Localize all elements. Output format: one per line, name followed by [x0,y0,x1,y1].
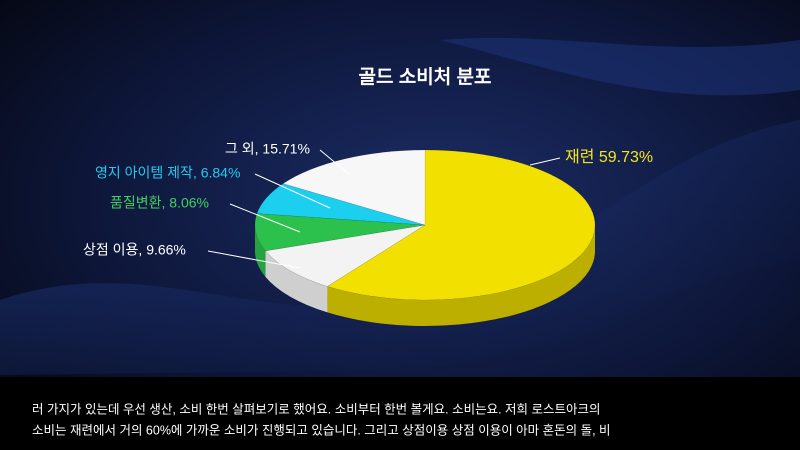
leader-line [319,149,351,176]
leader-line [229,203,301,233]
caption-line: 러 가지가 있는데 우선 생산, 소비 한번 살펴보기로 했어요. 소비부터 한… [32,401,601,416]
slice-label: 재련 59.73% [565,148,653,166]
leader-line [254,173,331,209]
slice [282,149,426,226]
caption-bar [0,377,800,450]
caption-line: 소비는 재련에서 거의 60%에 가까운 소비가 진행되고 있습니다. 그리고 … [32,422,611,437]
slice-side [255,225,266,277]
slice-side [327,225,595,327]
wave [440,37,800,96]
slice [254,213,426,252]
slice-label: 상점 이용, 9.66% [83,242,186,258]
wave [0,120,800,375]
slice-label: 품질변환, 8.06% [110,195,209,211]
chart-title: 골드 소비처 분포 [359,66,492,88]
slice-label: 영지 아이템 제작, 6.84% [95,165,240,181]
slice-label: 그 외, 15.71% [225,141,310,157]
slice-side [265,250,328,313]
leader-line [529,157,561,166]
slice [326,149,596,301]
pie: 재련 59.73% 상점 이용, 9.66% 품질변환, 8.06% 영지 아이템 제… [83,141,653,327]
slice [264,224,426,287]
leader-line [207,250,301,269]
